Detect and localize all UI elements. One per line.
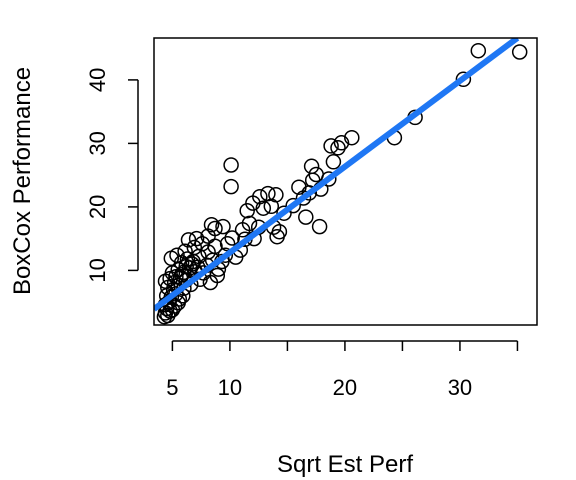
data-point-88: [323, 138, 339, 154]
data-point-90: [333, 135, 350, 151]
data-point-87: [325, 154, 342, 170]
data-point-78: [295, 190, 312, 206]
x-axis-title: Sqrt Est Perf: [277, 451, 413, 478]
data-point-55: [203, 216, 220, 233]
data-point-91: [344, 129, 360, 146]
x-tick-label-20: 20: [333, 375, 357, 400]
y-tick-label-10: 10: [85, 258, 110, 282]
fit-line: [154, 38, 520, 312]
data-point-36: [177, 243, 193, 260]
data-point-76: [285, 197, 301, 214]
data-point-81: [303, 158, 320, 175]
fit-line-layer: [154, 38, 520, 312]
data-point-89: [330, 140, 346, 156]
data-point-96: [455, 71, 472, 88]
data-point-74: [269, 228, 285, 245]
data-point-85: [298, 209, 314, 225]
data-point-98: [511, 44, 528, 60]
data-point-35: [169, 247, 185, 263]
y-tick-label-20: 20: [85, 195, 110, 219]
data-point-40: [188, 230, 205, 247]
data-point-11: [163, 289, 180, 305]
data-point-92: [223, 178, 239, 195]
data-point-93: [223, 157, 239, 173]
data-point-86: [321, 171, 337, 187]
x-axis: 5 10 20 30: [166, 340, 519, 400]
x-tick-label-10: 10: [218, 375, 242, 400]
data-point-84: [311, 218, 328, 235]
data-point-50: [209, 267, 226, 284]
data-point-75: [276, 205, 292, 221]
data-point-71: [268, 187, 284, 203]
y-tick-label-30: 30: [85, 131, 110, 155]
data-point-67: [252, 188, 268, 205]
data-point-62: [241, 215, 258, 232]
data-point-68: [255, 200, 272, 216]
y-tick-label-40: 40: [85, 68, 110, 92]
y-axis-title: BoxCox Performance: [9, 67, 36, 295]
x-tick-label-5: 5: [166, 375, 178, 400]
y-axis: 10 20 30 40: [85, 68, 139, 283]
data-point-39: [180, 232, 197, 248]
data-point-57: [224, 230, 240, 246]
x-tick-label-30: 30: [448, 375, 472, 400]
data-point-54: [215, 218, 231, 235]
data-point-97: [470, 42, 487, 59]
data-point-53: [207, 220, 223, 237]
data-point-100: [173, 267, 190, 283]
data-point-51: [217, 247, 234, 263]
plot-frame: [153, 37, 538, 326]
